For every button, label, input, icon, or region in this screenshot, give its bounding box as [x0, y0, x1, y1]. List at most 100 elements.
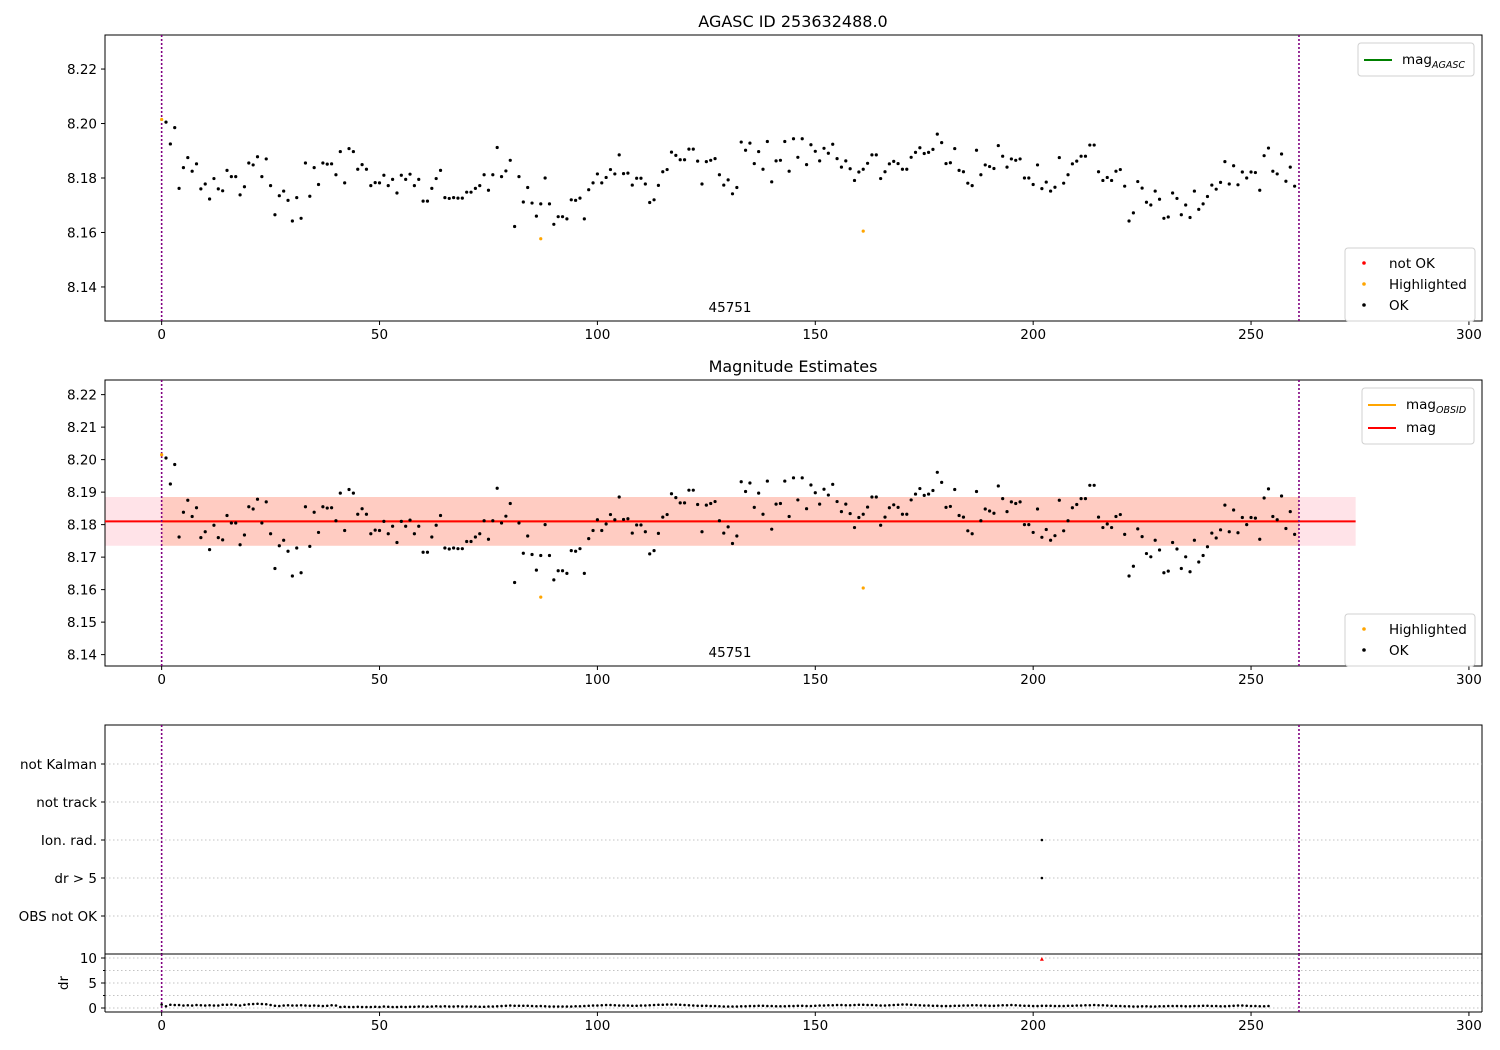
- ok-point: [539, 553, 543, 558]
- ok-point: [495, 486, 499, 490]
- ok-point: [277, 194, 281, 198]
- y-tick-label: 8.22: [67, 388, 97, 404]
- legend-point-label: Highlighted: [1389, 622, 1467, 638]
- ok-point: [704, 503, 708, 507]
- ok-point: [530, 552, 534, 557]
- ok-point: [456, 547, 460, 551]
- ok-point: [826, 151, 830, 155]
- ok-point: [656, 531, 661, 536]
- ok-point: [465, 539, 469, 544]
- legend-point-swatch: [1362, 261, 1366, 265]
- dr-point: [1088, 1003, 1092, 1007]
- ok-point: [452, 546, 456, 550]
- dr-point: [1149, 1005, 1153, 1008]
- dr-point: [975, 1003, 978, 1007]
- ok-point: [1118, 512, 1122, 517]
- dr-point: [670, 1003, 673, 1006]
- ok-point: [238, 193, 242, 197]
- y-tick-label: 8.15: [67, 615, 97, 631]
- dr-point: [705, 1004, 708, 1008]
- dr-point: [260, 1002, 264, 1006]
- dr-point: [844, 1003, 848, 1007]
- legend-frame: [1344, 247, 1476, 322]
- dr-point: [983, 1004, 987, 1007]
- dr-point: [421, 1005, 425, 1008]
- ok-point: [709, 158, 713, 162]
- ok-point: [791, 476, 796, 480]
- ok-point: [268, 532, 273, 536]
- x-tick-label: 200: [1020, 1018, 1046, 1034]
- ok-point: [569, 198, 573, 202]
- ok-point: [674, 153, 678, 157]
- ok-point: [560, 569, 565, 573]
- dr-point: [1232, 1004, 1235, 1008]
- ok-point: [1275, 172, 1279, 176]
- ok-point: [347, 146, 351, 151]
- panel-1-line-legend: mag AGASC: [1357, 42, 1475, 77]
- ok-point: [961, 515, 966, 519]
- ok-point: [700, 530, 704, 534]
- dr-point: [1010, 1003, 1013, 1007]
- legend-point-label: not OK: [1389, 256, 1436, 272]
- ok-point: [935, 132, 939, 136]
- ok-point: [626, 517, 630, 521]
- dr-point: [378, 1005, 381, 1009]
- ok-point: [347, 487, 351, 492]
- ok-point: [199, 187, 203, 191]
- highlighted-point: [539, 595, 543, 599]
- ok-point: [1123, 184, 1127, 188]
- y-tick-label: 8.20: [67, 117, 97, 133]
- dr-point: [1219, 1004, 1222, 1008]
- ok-point: [839, 165, 844, 169]
- ok-point: [1266, 146, 1271, 150]
- ok-point: [421, 199, 425, 203]
- ok-point: [438, 168, 443, 172]
- ok-point: [1057, 155, 1061, 160]
- legend-line-label: mag: [1402, 52, 1432, 68]
- ok-point: [643, 530, 647, 534]
- ok-point: [787, 169, 791, 173]
- dr-point: [1031, 1004, 1035, 1008]
- dr-point: [343, 1005, 346, 1009]
- ok-point: [1031, 182, 1035, 187]
- ok-point: [364, 167, 369, 171]
- ok-point: [844, 159, 848, 163]
- ok-point: [190, 169, 194, 173]
- panel-2-obsid-label: 45751: [709, 645, 752, 661]
- ok-point: [495, 145, 499, 150]
- dr-point: [569, 1005, 573, 1008]
- ok-point: [918, 146, 922, 150]
- ok-point: [682, 158, 687, 162]
- y-tick-label: 8.17: [67, 550, 97, 566]
- dr-point: [879, 1004, 882, 1007]
- dr-point: [766, 1004, 769, 1008]
- dr-point: [796, 1004, 800, 1008]
- dr-point: [774, 1004, 778, 1008]
- ok-point: [513, 224, 517, 229]
- dr-point: [827, 1003, 830, 1007]
- ok-point: [813, 491, 817, 495]
- flag-point: [1040, 876, 1044, 880]
- dr-point: [1193, 1004, 1196, 1008]
- dr-point: [299, 1003, 303, 1007]
- dr-point: [216, 1004, 220, 1007]
- ok-point: [608, 167, 613, 172]
- dr-point: [718, 1004, 721, 1008]
- ok-point: [268, 184, 273, 188]
- ok-point: [508, 501, 512, 506]
- dr-point: [787, 1004, 791, 1008]
- ok-point: [1201, 202, 1205, 206]
- dr-point: [831, 1003, 835, 1007]
- ok-point: [800, 476, 804, 480]
- ok-point: [242, 185, 247, 189]
- ok-point: [168, 142, 172, 146]
- ok-point: [887, 162, 891, 166]
- ok-point: [713, 157, 717, 161]
- ok-point: [717, 173, 722, 177]
- ok-point: [639, 523, 643, 527]
- ok-point: [957, 168, 961, 172]
- dr-point: [365, 1005, 368, 1009]
- ok-point: [255, 155, 260, 159]
- ok-point: [687, 488, 691, 492]
